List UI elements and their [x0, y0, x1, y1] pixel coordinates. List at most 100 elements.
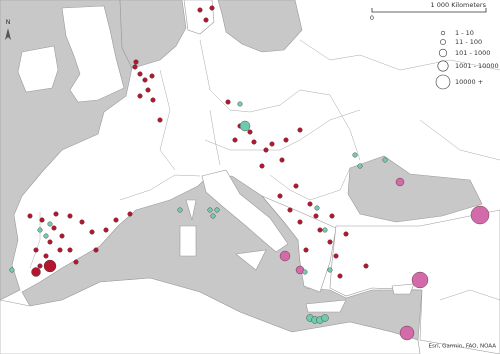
- denmark: [183, 0, 215, 35]
- site-point: [357, 163, 363, 169]
- legend-label: 1 - 10: [455, 29, 474, 37]
- site-point: [177, 207, 183, 213]
- site-point: [363, 263, 369, 269]
- sardinia: [179, 225, 197, 257]
- border: [299, 39, 500, 71]
- border: [269, 167, 351, 201]
- cyprus: [391, 283, 415, 295]
- site-point: [59, 233, 65, 239]
- balkans-greece: [261, 195, 337, 293]
- site-point: [297, 219, 303, 225]
- site-point: [239, 120, 251, 132]
- border: [199, 39, 331, 113]
- site-point: [142, 77, 148, 83]
- border: [419, 119, 500, 161]
- scale-start: 0: [370, 14, 374, 22]
- ireland: [17, 45, 59, 93]
- site-point: [27, 213, 33, 219]
- site-point: [214, 207, 220, 213]
- sicily: [235, 249, 267, 271]
- site-point: [279, 157, 285, 163]
- north-label: N: [6, 18, 11, 26]
- north-africa: [0, 277, 421, 354]
- legend-symbol: [440, 30, 446, 36]
- borders: [29, 39, 500, 301]
- italy: [201, 169, 289, 253]
- site-point: [303, 247, 309, 253]
- site-point: [293, 183, 299, 189]
- site-point: [43, 259, 57, 273]
- site-point: [263, 147, 269, 153]
- site-point: [343, 231, 349, 237]
- site-point: [251, 139, 257, 145]
- site-point: [93, 247, 99, 253]
- site-point: [113, 217, 119, 223]
- site-point: [73, 259, 79, 265]
- site-point: [145, 87, 151, 93]
- site-point: [322, 227, 328, 233]
- site-point: [269, 141, 275, 147]
- scale-bar: 0 1 000 Kilometers: [370, 1, 487, 22]
- site-point: [47, 221, 53, 227]
- site-point: [302, 269, 308, 275]
- site-point: [51, 225, 57, 231]
- site-point: [9, 267, 15, 273]
- corsica: [185, 199, 197, 221]
- black-sea: [347, 155, 483, 223]
- border: [329, 94, 361, 161]
- north-sea: [119, 0, 187, 69]
- site-point: [287, 207, 293, 213]
- site-point: [382, 157, 388, 163]
- border: [119, 174, 201, 201]
- baltic-sea: [217, 0, 303, 53]
- scale-end: 1 000 Kilometers: [431, 1, 487, 9]
- site-point: [333, 253, 339, 259]
- site-point: [79, 219, 85, 225]
- site-point: [133, 59, 139, 65]
- site-point: [279, 250, 291, 262]
- site-point: [127, 211, 133, 217]
- scale-line: [371, 8, 487, 13]
- legend-label: 11 - 100: [455, 38, 482, 46]
- site-point: [132, 64, 138, 70]
- border: [209, 109, 221, 166]
- border: [159, 69, 176, 171]
- site-point: [103, 227, 109, 233]
- border: [204, 109, 361, 151]
- site-point: [57, 247, 63, 253]
- site-point: [327, 239, 333, 245]
- site-point: [313, 213, 319, 219]
- site-point: [157, 117, 163, 123]
- site-point: [89, 229, 95, 235]
- site-point: [53, 211, 59, 217]
- legend-symbol: [440, 39, 446, 45]
- site-point: [210, 213, 216, 219]
- site-point: [399, 325, 415, 341]
- site-point: [259, 163, 265, 169]
- site-point: [39, 217, 45, 223]
- site-point: [37, 227, 43, 233]
- site-point: [232, 137, 238, 143]
- site-point: [43, 233, 49, 239]
- attribution: Esri, Garmin, FAO, NOAA: [429, 344, 497, 350]
- site-point: [317, 227, 323, 233]
- site-point: [33, 247, 39, 253]
- site-point: [395, 177, 405, 187]
- site-point: [297, 127, 303, 133]
- site-point: [411, 271, 429, 289]
- north-arrow-shape: [5, 28, 11, 40]
- site-point: [137, 71, 143, 77]
- site-point: [137, 93, 143, 99]
- site-point: [283, 137, 289, 143]
- site-point: [37, 263, 43, 269]
- site-points: [9, 5, 490, 341]
- legend-symbol: [435, 74, 451, 90]
- site-point: [337, 273, 343, 279]
- site-point: [43, 253, 49, 259]
- site-point: [67, 247, 73, 253]
- site-point: [209, 5, 215, 11]
- site-point: [470, 205, 490, 225]
- site-point: [67, 213, 73, 219]
- site-point: [197, 7, 203, 13]
